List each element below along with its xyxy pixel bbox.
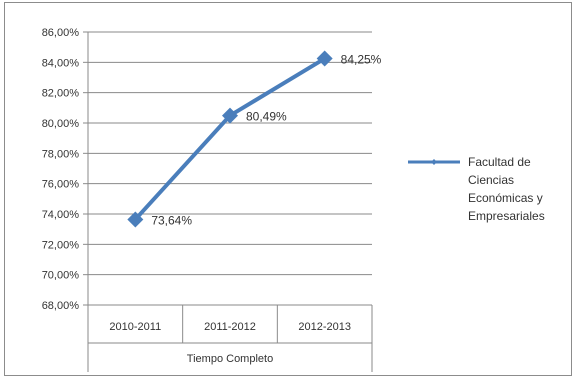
x-tick-label: 2010-2011: [109, 321, 161, 333]
series-line-path: [133, 56, 326, 221]
data-point-marker: [222, 107, 238, 124]
x-group-label: Tiempo Completo: [187, 353, 273, 365]
data-point-marker: [127, 211, 144, 228]
x-tick-label: 2011-2012: [204, 321, 256, 333]
y-tick-label: 70,00%: [42, 270, 80, 282]
y-tick-label: 72,00%: [42, 239, 80, 251]
y-tick-label: 86,00%: [42, 27, 80, 39]
y-tick-label: 76,00%: [42, 179, 80, 191]
x-tick-label: 2012-2013: [298, 321, 351, 333]
x-axis-ticks: 2010-2011 2011-2012 2012-2013 Tiempo Comple…: [87, 305, 373, 372]
data-value-label: 84,25%: [341, 53, 382, 67]
legend-label: Ciencias: [468, 173, 514, 187]
legend-swatch-marker: [431, 159, 437, 165]
gridlines: [88, 31, 372, 276]
y-tick-label: 84,00%: [42, 57, 80, 69]
y-tick-label: 78,00%: [42, 148, 80, 160]
data-value-label: 73,64%: [151, 213, 192, 227]
legend-label: Empresariales: [468, 209, 545, 223]
data-value-label: 80,49%: [246, 110, 287, 124]
axes: [87, 32, 372, 306]
y-tick-label: 74,00%: [42, 209, 80, 221]
data-labels: 73,64% 80,49% 84,25%: [151, 53, 381, 228]
y-axis-ticks: 68,00% 70,00% 72,00% 74,00% 76,00% 78,00% 80,0…: [42, 27, 88, 312]
legend: Facultad de Ciencias Económicas y Empresari…: [408, 155, 545, 223]
legend-label: Económicas y: [468, 191, 543, 205]
y-tick-label: 82,00%: [42, 88, 80, 100]
legend-label: Facultad de: [468, 155, 531, 169]
series-line: [127, 50, 333, 228]
y-tick-label: 68,00%: [42, 300, 80, 312]
y-tick-label: 80,00%: [42, 118, 80, 130]
chart-frame: [4, 2, 572, 376]
data-point-marker: [316, 50, 333, 67]
